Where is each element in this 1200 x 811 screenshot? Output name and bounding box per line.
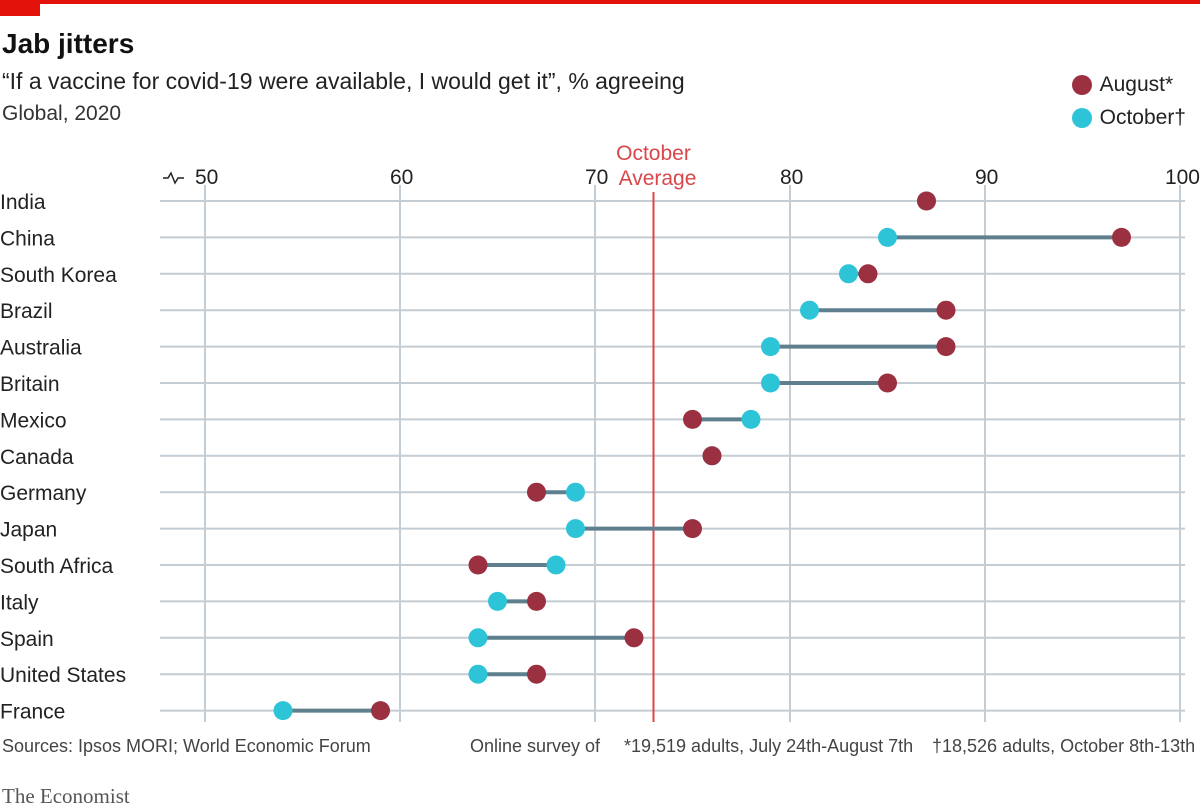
august-point <box>878 373 897 393</box>
october-point <box>839 264 858 284</box>
chart-title: Jab jitters <box>2 28 135 59</box>
chart-scope: Global, 2020 <box>2 102 122 125</box>
x-tick-label: 80 <box>780 166 803 189</box>
category-label: India <box>0 191 46 214</box>
category-label: Japan <box>0 519 57 542</box>
legend: August* October† <box>1071 68 1186 134</box>
survey-note-august: *19,519 adults, July 24th-August 7th <box>624 736 914 756</box>
x-tick-label: 60 <box>390 166 413 189</box>
legend-label: August* <box>1099 72 1174 96</box>
chart-subtitle: “If a vaccine for covid-19 were availabl… <box>2 68 685 94</box>
august-point <box>702 446 722 466</box>
top-accent-bar <box>0 0 1200 4</box>
top-accent-box <box>0 0 40 16</box>
legend-label: October† <box>1099 105 1186 129</box>
survey-note-prefix: Online survey of <box>470 736 601 756</box>
october-point <box>878 227 897 247</box>
august-point <box>624 628 644 648</box>
october-point <box>546 555 566 575</box>
august-point <box>527 591 546 611</box>
category-label: Italy <box>0 591 39 614</box>
october-point <box>488 591 507 611</box>
sources-note: Sources: Ipsos MORI; World Economic Foru… <box>2 736 371 756</box>
x-tick-label: 70 <box>585 166 608 189</box>
annotation-label: October <box>616 142 691 165</box>
october-point <box>761 337 780 357</box>
august-point <box>917 191 936 211</box>
x-tick-label: 50 <box>195 166 218 189</box>
category-label: Germany <box>0 482 87 505</box>
october-point <box>273 701 293 721</box>
august-point <box>683 519 702 539</box>
october-point <box>566 482 585 502</box>
category-label: Mexico <box>0 409 67 432</box>
august-point <box>858 264 878 284</box>
category-label: Britain <box>0 373 60 396</box>
august-point <box>527 482 546 502</box>
august-point <box>936 300 956 320</box>
august-point <box>683 409 702 429</box>
august-dot-icon <box>1071 74 1092 95</box>
economist-logo: The Economist <box>2 784 130 808</box>
category-label: South Africa <box>0 555 114 578</box>
category-label: South Korea <box>0 264 117 287</box>
october-point <box>741 409 761 429</box>
category-label: China <box>0 227 55 250</box>
category-label: United States <box>0 664 126 687</box>
axis-break-icon <box>163 171 184 185</box>
august-point <box>468 555 488 575</box>
x-tick-label: 90 <box>975 166 998 189</box>
october-point <box>800 300 819 320</box>
legend-item-october: October† <box>1071 101 1186 134</box>
category-label: Brazil <box>0 300 53 323</box>
category-label: Canada <box>0 446 74 469</box>
category-label: Australia <box>0 337 82 360</box>
legend-item-august: August* <box>1071 68 1186 101</box>
august-point <box>527 664 546 684</box>
x-tick-label: 100 <box>1165 166 1200 189</box>
annotation-label: Average <box>619 167 697 190</box>
october-dot-icon <box>1071 107 1092 128</box>
august-point <box>1112 227 1131 247</box>
august-point <box>371 701 390 721</box>
october-point <box>468 628 488 648</box>
category-label: France <box>0 701 65 724</box>
october-point <box>468 664 488 684</box>
october-point <box>566 519 585 539</box>
august-point <box>936 337 956 357</box>
survey-note-october: †18,526 adults, October 8th-13th <box>932 736 1196 756</box>
category-label: Spain <box>0 628 54 651</box>
october-point <box>761 373 780 393</box>
